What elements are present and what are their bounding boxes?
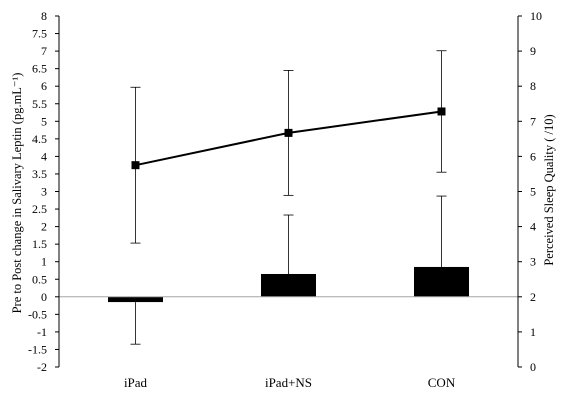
- y-tick-label: 7.5: [32, 27, 47, 41]
- y-tick-label: 7: [41, 44, 47, 58]
- y-tick-label: 0: [41, 290, 47, 304]
- y-tick-label: 3.5: [32, 167, 47, 181]
- y2-tick-label: 7: [530, 114, 536, 128]
- y-tick-label: 5.5: [32, 97, 47, 111]
- y-tick-label: 4.5: [32, 132, 47, 146]
- y-tick-label: 8: [41, 9, 47, 23]
- y2-tick-label: 8: [530, 79, 536, 93]
- y-axis-title: Pre to Post change in Salivary Leptin (p…: [10, 73, 24, 314]
- axes: [55, 15, 522, 368]
- y-tick-label: -1: [37, 325, 47, 339]
- y2-tick-label: 10: [530, 9, 542, 23]
- y2-tick-label: 2: [530, 290, 536, 304]
- y2-tick-label: 3: [530, 255, 536, 269]
- y-tick-label: 4: [41, 149, 47, 163]
- tick-labels: -2 -1.5 -1 -0.5 0 0.5 1 1.5 2 2.5 3 3.5 4 4.5 5 5.5 6 6.5…: [28, 9, 542, 390]
- x-tick-label: iPad: [124, 375, 148, 390]
- y-tick-label: 2: [41, 220, 47, 234]
- y2-axis-title: Perceived Sleep Quality ( /10): [542, 114, 556, 265]
- y-tick-label: -2: [37, 360, 47, 374]
- y-tick-label: 6: [41, 79, 47, 93]
- y-tick-label: 0.5: [32, 272, 47, 286]
- y2-tick-label: 1: [530, 325, 536, 339]
- bar-series: [108, 195, 469, 345]
- line-marker: [437, 107, 446, 116]
- y2-tick-label: 9: [530, 44, 536, 58]
- y-tick-label: 5: [41, 114, 47, 128]
- x-tick-label: CON: [428, 375, 456, 390]
- x-tick-label: iPad+NS: [265, 375, 312, 390]
- line-marker: [284, 128, 293, 137]
- y-tick-label: 2.5: [32, 202, 47, 216]
- line-series: [130, 50, 447, 244]
- y2-tick-label: 5: [530, 185, 536, 199]
- y2-tick-label: 6: [530, 149, 536, 163]
- y-tick-label: 6.5: [32, 62, 47, 76]
- bar: [414, 266, 469, 297]
- y-tick-label: -0.5: [28, 307, 47, 321]
- line-marker: [131, 161, 140, 170]
- y2-tick-label: 0: [530, 360, 536, 374]
- y2-tick-label: 4: [530, 220, 536, 234]
- bar: [261, 273, 316, 297]
- y-tick-label: 1.5: [32, 237, 47, 251]
- y-tick-label: -1.5: [28, 342, 47, 356]
- bar: [108, 296, 163, 303]
- y-tick-label: 1: [41, 255, 47, 269]
- y-tick-label: 3: [41, 185, 47, 199]
